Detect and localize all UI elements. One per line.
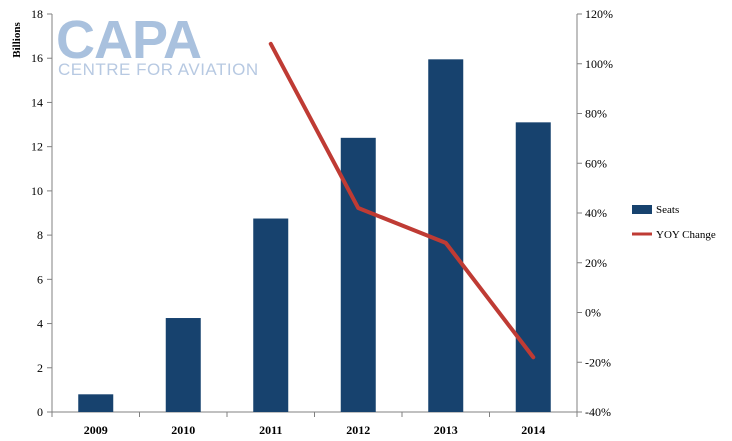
y2-tick-label: 20% [585,256,607,270]
y-tick-label: 16 [31,51,43,65]
capa-logo: CAPA CENTRE FOR AVIATION [56,10,259,79]
y2-tick-label: 80% [585,107,607,121]
legend-label-seats: Seats [656,204,679,216]
legend: Seats YOY Change [632,204,716,241]
bar-seats [515,122,551,412]
bar-seats [253,218,289,412]
y-tick-label: 4 [37,317,43,331]
legend-label-yoy: YOY Change [656,229,716,241]
x-tick-label: 2010 [171,423,195,437]
x-tick-label: 2009 [84,423,108,437]
x-tick-label: 2012 [346,423,370,437]
logo-main-text: CAPA [56,10,201,70]
y2-tick-label: 100% [585,57,613,71]
y2-tick-label: 120% [585,7,613,21]
x-tick-label: 2013 [434,423,458,437]
x-tick-label: 2014 [521,423,545,437]
line-yoy-change [268,41,536,360]
legend-swatch-seats [632,205,652,214]
y-tick-label: 10 [31,184,43,198]
y2-tick-label: 60% [585,156,607,170]
x-tick-label: 2011 [259,423,282,437]
y-tick-label: 0 [37,405,43,419]
y-tick-label: 18 [31,7,43,21]
bar-seats [165,318,201,412]
bar-seats [428,59,464,412]
y-axis-title: Billions [11,22,23,58]
y-tick-label: 8 [37,228,43,242]
y2-tick-label: 40% [585,206,607,220]
y-tick-label: 12 [31,140,43,154]
y2-tick-label: -40% [585,405,611,419]
bar-seats [78,394,114,412]
y-tick-label: 2 [37,361,43,375]
plot-area: 0 2 4 6 8 10 12 14 16 18 -40% -20% 0% 20% 40% 60% 80% 100… [31,7,613,437]
y2-tick-label: 0% [585,306,601,320]
bar-seats [340,137,376,413]
y-tick-label: 14 [31,95,43,109]
y2-tick-label: -20% [585,355,611,369]
logo-sub-text: CENTRE FOR AVIATION [58,60,259,79]
y-tick-label: 6 [37,272,43,286]
